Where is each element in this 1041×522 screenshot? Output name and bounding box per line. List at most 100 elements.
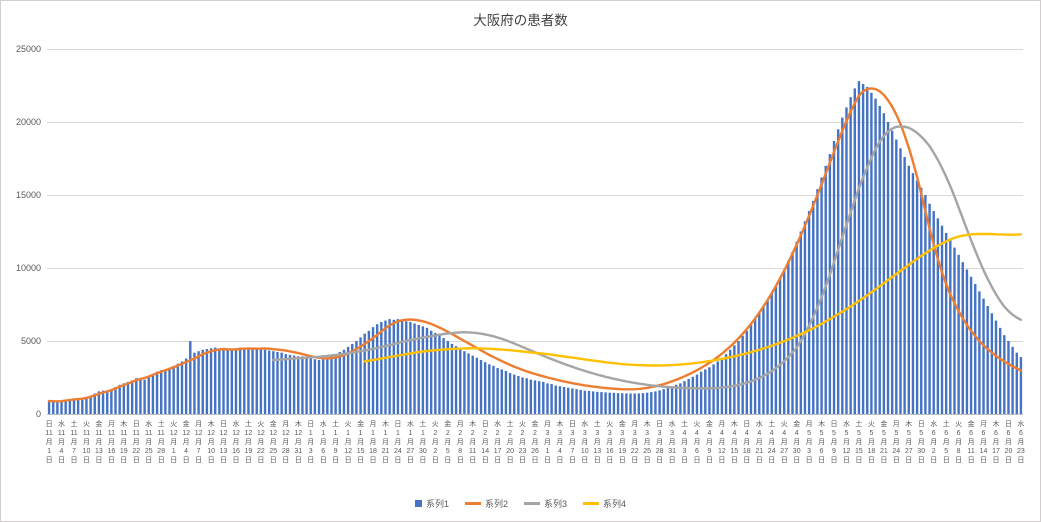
x-axis-tick-label: 日 — [332, 456, 339, 464]
x-axis-tick-label: 24 — [892, 448, 900, 455]
legend-marker-line-icon — [583, 502, 600, 505]
x-axis-tick-label: 12 — [294, 430, 302, 437]
x-axis-tick-label: 月 — [407, 438, 414, 446]
bar — [413, 323, 416, 414]
x-axis-tick-label: 金 — [532, 419, 539, 428]
bar — [787, 260, 790, 414]
bar — [978, 291, 981, 414]
legend-item-series3[interactable]: 系列3 — [524, 497, 567, 510]
x-axis-tick-label: 月 — [108, 420, 115, 428]
legend-marker-bar-icon — [414, 500, 422, 507]
bar — [483, 362, 487, 414]
bar — [93, 393, 96, 414]
bar — [915, 180, 919, 414]
x-axis-tick-label: 日 — [494, 456, 501, 464]
bar — [895, 139, 898, 414]
x-axis-tick-label: 日 — [394, 420, 401, 428]
bar — [417, 324, 420, 414]
x-axis-tick-label: 月 — [980, 420, 987, 428]
bar — [1011, 346, 1014, 414]
y-axis-tick-label: 20000 — [16, 117, 41, 127]
x-axis-tick-label: 日 — [120, 456, 127, 464]
bar — [222, 349, 225, 414]
x-axis-tick-label: 水 — [494, 419, 501, 428]
x-axis-tick-label: 4 — [184, 448, 188, 455]
bar — [998, 327, 1002, 414]
x-axis-tick-label: 木 — [644, 419, 651, 428]
x-axis-tick-label: 日 — [145, 456, 152, 464]
x-axis-tick-label: 日 — [569, 420, 576, 428]
bar — [878, 105, 881, 414]
x-axis-tick-label: 土 — [594, 419, 601, 428]
bar — [753, 319, 757, 414]
bar — [957, 254, 960, 414]
bar — [292, 355, 296, 414]
x-axis-tick-label: 日 — [257, 456, 264, 464]
x-axis-tick-label: 月 — [108, 438, 115, 446]
x-axis-tick-label: 月 — [394, 438, 401, 446]
bar — [841, 117, 844, 415]
x-axis-tick-label: 5 — [845, 430, 849, 437]
x-axis-tick-label: 1 — [408, 430, 412, 437]
legend-item-series4[interactable]: 系列4 — [583, 497, 626, 510]
x-axis-tick-label: 日 — [868, 456, 875, 464]
x-axis-tick-label: 10 — [581, 448, 589, 455]
x-axis-tick-label: 月 — [307, 438, 314, 446]
x-axis-tick-label: 水 — [145, 419, 152, 428]
bar — [886, 122, 890, 414]
x-axis-tick-label: 日 — [108, 456, 115, 464]
x-axis-tick-label: 日 — [731, 456, 738, 464]
x-axis-tick-label: 月 — [1005, 438, 1012, 446]
x-axis-tick-label: 6 — [994, 430, 998, 437]
x-axis-tick-label: 20 — [506, 448, 514, 455]
x-axis-tick-label: 日 — [382, 456, 389, 464]
legend-item-series2[interactable]: 系列2 — [464, 497, 508, 510]
x-axis-tick-label: 12 — [195, 430, 203, 437]
x-axis-tick-label: 5 — [820, 430, 824, 437]
x-axis-tick-label: 5 — [857, 430, 861, 437]
x-axis-tick-label: 木 — [731, 419, 738, 428]
x-axis-tick-label: 金 — [706, 419, 713, 428]
x-axis-tick-label: 月 — [781, 438, 788, 446]
bar — [691, 376, 695, 414]
bar — [251, 348, 254, 414]
x-axis-tick-label: 月 — [793, 438, 800, 446]
x-axis-tick-label: 水 — [669, 419, 676, 428]
bar — [500, 369, 503, 414]
x-axis-tick-label: 月 — [619, 438, 626, 446]
x-axis-tick-label: 12 — [182, 430, 190, 437]
bar — [375, 324, 379, 414]
x-axis-tick-label: 日 — [532, 456, 539, 464]
bar — [122, 383, 126, 414]
x-axis-tick-label: 18 — [369, 448, 377, 455]
x-axis-tick-label: 日 — [1017, 456, 1024, 464]
x-axis-tick-label: 月 — [743, 438, 750, 446]
bar — [218, 348, 221, 414]
x-axis-tick-label: 3 — [633, 430, 637, 437]
x-axis-tick-label: 日 — [158, 456, 165, 464]
x-axis-tick-label: 月 — [170, 438, 177, 446]
x-axis-tick-label: 日 — [781, 456, 788, 464]
bar — [670, 386, 674, 414]
x-axis-tick-label: 10 — [207, 448, 215, 455]
x-axis-tick-label: 日 — [83, 456, 90, 464]
x-axis-tick-label: 日 — [370, 456, 377, 464]
bar — [189, 341, 192, 414]
bar — [587, 390, 591, 414]
x-axis-tick-label: 月 — [482, 438, 489, 446]
x-axis-tick-label: 1 — [384, 430, 388, 437]
x-axis-tick-label: 月 — [893, 438, 900, 446]
x-axis-tick-label: 22 — [257, 448, 265, 455]
bar — [143, 379, 146, 414]
x-axis-tick-label: 3 — [595, 430, 599, 437]
bar — [164, 369, 167, 414]
x-axis-tick-label: 日 — [1005, 456, 1012, 464]
bar — [155, 371, 159, 414]
x-axis-tick-label: 日 — [208, 456, 215, 464]
x-axis-tick-label: 20 — [1005, 448, 1013, 455]
legend-item-series1[interactable]: 系列1 — [414, 497, 449, 510]
x-axis-tick-label: 27 — [905, 448, 913, 455]
x-axis-tick-label: 9 — [832, 448, 836, 455]
x-axis-tick-label: 火 — [781, 420, 788, 428]
